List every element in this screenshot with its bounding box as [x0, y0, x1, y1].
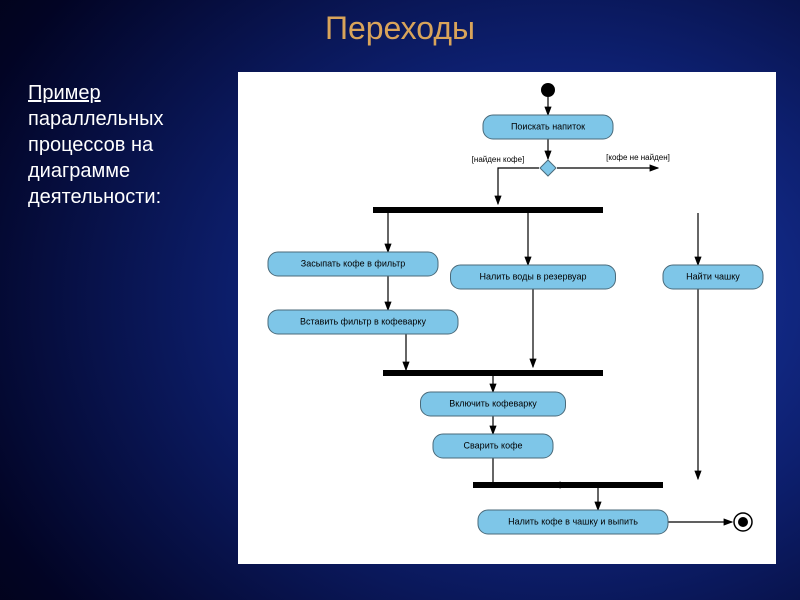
activity-label: Засыпать кофе в фильтр [301, 258, 405, 268]
final-node-dot [738, 517, 748, 527]
caption-underline: Пример [28, 82, 101, 104]
guard-label: [кофе не найден] [606, 153, 670, 162]
activity-label: Сварить кофе [464, 440, 523, 450]
activity-label: Найти чашку [686, 271, 740, 281]
slide-title: Переходы [0, 0, 800, 47]
activity-label: Включить кофеварку [449, 398, 537, 408]
initial-node [541, 83, 555, 97]
guard-label: [найден кофе] [472, 155, 525, 164]
activity-diagram: [найден кофе] [кофе не найден] Поискать на… [238, 72, 776, 564]
sync-bar [473, 482, 663, 488]
edge [498, 168, 539, 204]
sync-bar [383, 370, 603, 376]
activity-label: Вставить фильтр в кофеварку [300, 316, 426, 326]
activity-label: Налить воды в резервуар [480, 271, 587, 281]
activity-label: Налить кофе в чашку и выпить [508, 516, 638, 526]
decision-node [540, 160, 556, 176]
sync-bar [373, 207, 603, 213]
activity-label: Поискать напиток [511, 121, 585, 131]
edge [493, 458, 568, 485]
caption-rest: параллельных процессов на диаграмме деят… [28, 108, 164, 208]
diagram-panel: [найден кофе] [кофе не найден] Поискать на… [238, 72, 776, 564]
slide-caption: Пример параллельных процессов на диаграм… [28, 80, 228, 210]
